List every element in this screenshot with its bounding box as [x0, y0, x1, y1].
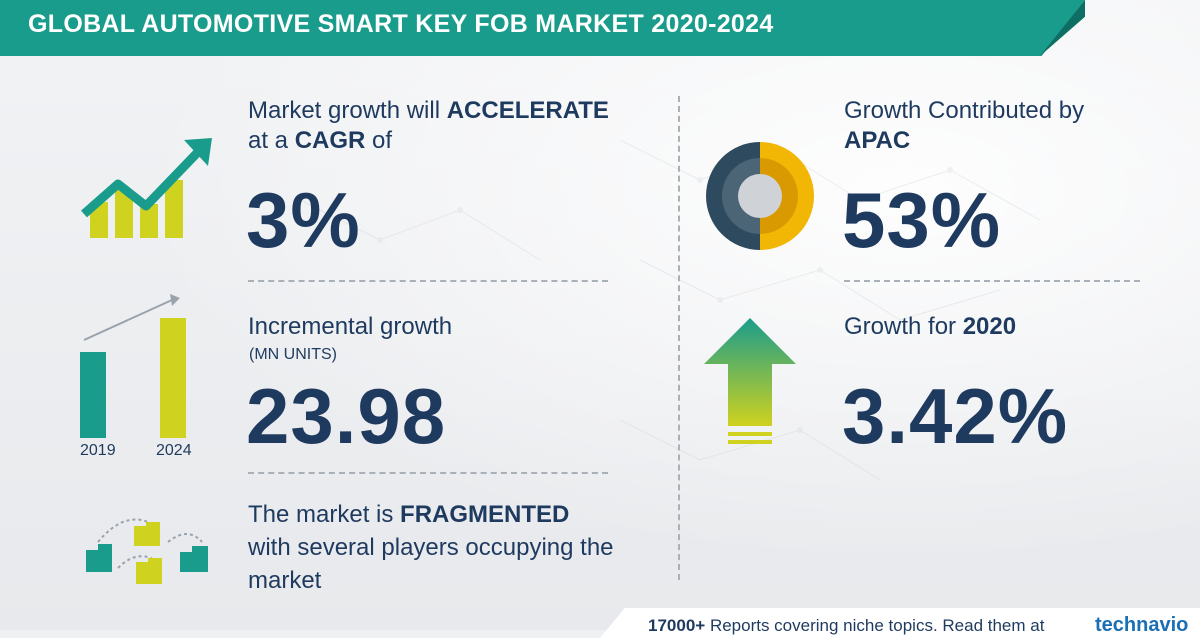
apac-region: APAC: [844, 127, 911, 154]
growth-year-prefix: Growth for: [844, 313, 963, 340]
growth-trend-icon: [81, 138, 212, 238]
incremental-label: Incremental growth: [248, 313, 453, 340]
title-banner: [0, 0, 1085, 56]
divider-left-2: [248, 472, 608, 474]
fragmented-buildings-icon: [86, 518, 208, 584]
bar-label-2024: 2024: [156, 442, 192, 459]
cagr-line-1-prefix: Market growth will: [248, 97, 447, 124]
bar-comparison-icon: [80, 294, 186, 438]
cagr-line-2-bold: CAGR: [294, 127, 366, 154]
market-line-2: with several players occupying the: [248, 534, 614, 561]
cagr-value: 3%: [246, 176, 361, 264]
incremental-value: 23.98: [246, 372, 447, 460]
apac-line-2: APAC: [844, 126, 910, 156]
page-title: GLOBAL AUTOMOTIVE SMART KEY FOB MARKET 2…: [28, 10, 774, 38]
market-line-1-prefix: The market is: [248, 501, 401, 528]
footer-description: Reports covering niche topics. Read them…: [709, 616, 1045, 635]
incremental-unit: (MN UNITS): [249, 346, 337, 363]
cagr-line-1-bold: ACCELERATE: [446, 97, 609, 124]
bar-label-2019: 2019: [80, 442, 116, 459]
footer-text: 17000+ Reports covering niche topics. Re…: [648, 616, 1068, 636]
divider-right-1: [844, 280, 1140, 282]
cagr-line-2-prefix: at a: [248, 127, 295, 154]
vertical-divider: [678, 96, 680, 580]
technavio-logo[interactable]: technavio: [1095, 614, 1189, 636]
growth-year-value: 3.42%: [842, 372, 1069, 460]
market-line-3: market: [248, 567, 322, 594]
cagr-line-1: Market growth will ACCELERATE: [248, 96, 609, 126]
apac-line-1: Growth Contributed by: [844, 97, 1085, 124]
growth-year-line: Growth for 2020: [844, 312, 1016, 342]
up-arrow-icon: [704, 318, 796, 444]
divider-left-1: [248, 280, 608, 282]
market-line-1-bold: FRAGMENTED: [400, 501, 570, 528]
donut-chart-icon: [706, 142, 814, 250]
growth-year: 2020: [962, 313, 1017, 340]
cagr-line-2: at a CAGR of: [248, 126, 392, 156]
cagr-line-2-suffix: of: [365, 127, 393, 154]
apac-value: 53%: [842, 176, 1002, 264]
footer-count: 17000+: [648, 616, 706, 635]
market-line-1: The market is FRAGMENTED: [248, 500, 569, 530]
